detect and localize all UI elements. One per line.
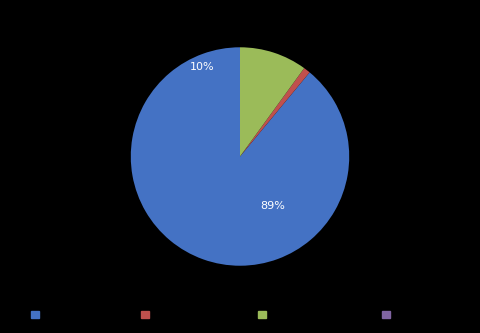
Text: 10%: 10% [190, 62, 214, 72]
Text: 89%: 89% [260, 201, 285, 211]
Wedge shape [240, 47, 304, 157]
Legend: Wages & Salaries, Employee Benefits, Operating Expenses, Safety Net: Wages & Salaries, Employee Benefits, Ope… [27, 306, 453, 324]
Wedge shape [131, 47, 349, 266]
Wedge shape [240, 68, 310, 157]
